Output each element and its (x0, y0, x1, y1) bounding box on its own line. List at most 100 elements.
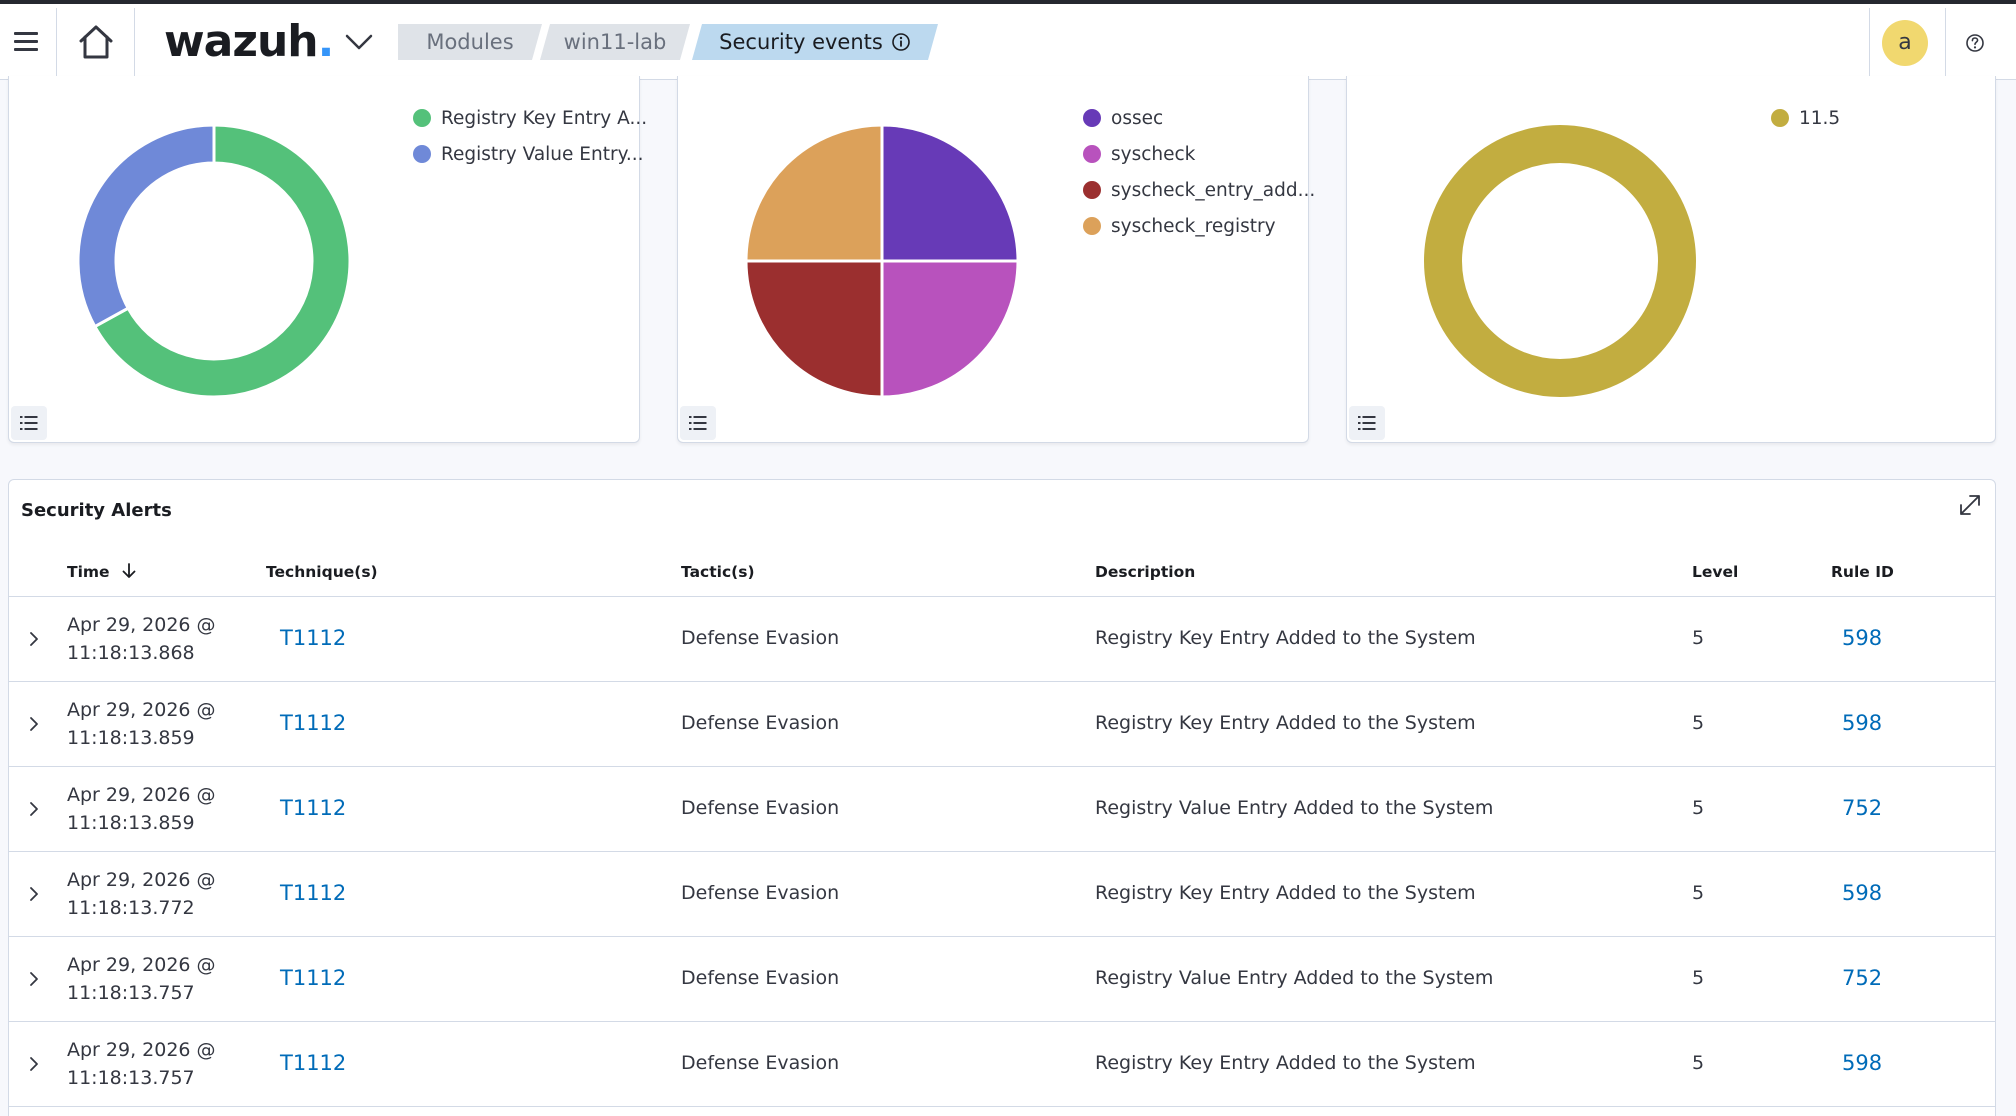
chart-legend: ossec syscheck syscheck_entry_add... sys… (1083, 100, 1315, 244)
cell-description: Registry Key Entry Added to the System (1095, 1052, 1476, 1074)
breadcrumb-security-events[interactable]: Security events (692, 24, 938, 60)
legend-item[interactable]: syscheck_registry (1083, 208, 1315, 244)
time-date: Apr 29, 2026 @ (67, 614, 216, 636)
menu-icon[interactable] (10, 26, 42, 56)
cell-tactic: Defense Evasion (681, 882, 840, 904)
header-divider (1869, 8, 1870, 76)
technique-link[interactable]: T1112 (280, 881, 347, 905)
cell-description: Registry Value Entry Added to the System (1095, 967, 1494, 989)
cell-level: 5 (1692, 797, 1705, 819)
technique-link[interactable]: T1112 (280, 966, 347, 990)
legend-dot (1771, 109, 1789, 127)
legend-label: ossec (1111, 107, 1164, 129)
legend-item[interactable]: ossec (1083, 100, 1315, 136)
rule-id-link[interactable]: 598 (1842, 626, 1883, 650)
column-header-level[interactable]: Level (1692, 563, 1739, 581)
column-header-time[interactable]: Time (67, 561, 138, 583)
cell-time: Apr 29, 2026 @ 11:18:13.757 (67, 1036, 237, 1092)
chart-slice[interactable] (76, 123, 216, 329)
technique-link[interactable]: T1112 (280, 711, 347, 735)
chart-slice[interactable] (1424, 125, 1696, 397)
cell-level: 5 (1692, 967, 1705, 989)
breadcrumb-label: Modules (426, 30, 514, 54)
chevron-right-icon[interactable] (25, 799, 43, 819)
cell-description: Registry Value Entry Added to the System (1095, 797, 1494, 819)
column-header-rule-id[interactable]: Rule ID (1831, 563, 1894, 581)
panel-title: Security Alerts (21, 500, 172, 521)
security-alerts-panel: Security Alerts Time Technique(s) Tactic… (8, 479, 1996, 1116)
breadcrumb-modules[interactable]: Modules (398, 24, 542, 60)
breadcrumb-agent[interactable]: win11-lab (540, 24, 690, 60)
time-clock: 11:18:13.772 (67, 897, 195, 919)
time-clock: 11:18:13.757 (67, 982, 195, 1004)
help-icon[interactable] (1964, 32, 1986, 54)
chart-slice[interactable] (744, 123, 884, 263)
expand-icon[interactable] (1957, 492, 1983, 518)
legend-item[interactable]: 11.5 (1771, 100, 1840, 136)
legend-item[interactable]: Registry Key Entry A... (413, 100, 647, 136)
logo-dot: . (317, 16, 335, 67)
chevron-down-icon[interactable] (343, 30, 375, 54)
rule-id-link[interactable]: 598 (1842, 711, 1883, 735)
column-header-tactic[interactable]: Tactic(s) (681, 563, 755, 581)
wazuh-logo[interactable]: wazuh. (164, 16, 335, 67)
column-header-technique[interactable]: Technique(s) (266, 563, 378, 581)
rule-id-link[interactable]: 598 (1842, 1051, 1883, 1075)
legend-label: Registry Key Entry A... (441, 107, 648, 129)
donut-chart (1424, 125, 1696, 397)
legend-toggle-button[interactable] (11, 406, 47, 440)
legend-toggle-button[interactable] (1349, 406, 1385, 440)
technique-link[interactable]: T1112 (280, 796, 347, 820)
legend-label: syscheck_registry (1111, 215, 1276, 237)
legend-item[interactable]: Registry Value Entry... (413, 136, 647, 172)
table-row: Apr 29, 2026 @ 11:18:13.757 T1112 Defense… (9, 937, 1995, 1022)
column-label: Time (67, 563, 110, 581)
info-icon[interactable] (891, 32, 911, 52)
rule-id-link[interactable]: 752 (1842, 796, 1883, 820)
home-icon[interactable] (76, 22, 116, 62)
cell-tactic: Defense Evasion (681, 627, 840, 649)
legend-label: syscheck (1111, 143, 1196, 165)
chart-slice[interactable] (744, 259, 884, 399)
list-icon (1358, 416, 1376, 430)
logo-text: wazuh (164, 16, 319, 67)
header-divider (56, 8, 57, 76)
legend-dot (1083, 109, 1101, 127)
chevron-right-icon[interactable] (25, 714, 43, 734)
time-date: Apr 29, 2026 @ (67, 869, 216, 891)
header-divider (134, 8, 135, 76)
chart-legend: Registry Key Entry A... Registry Value E… (413, 100, 647, 172)
chevron-right-icon[interactable] (25, 1054, 43, 1074)
rule-id-link[interactable]: 752 (1842, 966, 1883, 990)
chart-slice[interactable] (92, 123, 352, 399)
sort-descending-icon[interactable] (120, 562, 138, 580)
chevron-right-icon[interactable] (25, 629, 43, 649)
rule-id-link[interactable]: 598 (1842, 881, 1883, 905)
time-clock: 11:18:13.859 (67, 812, 195, 834)
legend-item[interactable]: syscheck (1083, 136, 1315, 172)
cell-description: Registry Key Entry Added to the System (1095, 627, 1476, 649)
legend-dot (413, 109, 431, 127)
legend-dot (413, 145, 431, 163)
chart-panel-os-version: 11.5 (1346, 76, 1996, 443)
cell-tactic: Defense Evasion (681, 712, 840, 734)
chart-slice[interactable] (880, 123, 1020, 263)
legend-item[interactable]: syscheck_entry_add... (1083, 172, 1315, 208)
donut-chart (76, 123, 352, 399)
chart-panel-rule-description: Registry Key Entry A... Registry Value E… (8, 76, 647, 443)
chevron-right-icon[interactable] (25, 884, 43, 904)
legend-dot (1083, 145, 1101, 163)
pie-chart (744, 123, 1020, 399)
avatar[interactable]: a (1882, 20, 1928, 66)
legend-toggle-button[interactable] (680, 406, 716, 440)
cell-tactic: Defense Evasion (681, 797, 840, 819)
chevron-right-icon[interactable] (25, 969, 43, 989)
technique-link[interactable]: T1112 (280, 626, 347, 650)
column-header-description[interactable]: Description (1095, 563, 1196, 581)
cell-description: Registry Key Entry Added to the System (1095, 712, 1476, 734)
chart-slice[interactable] (880, 259, 1020, 399)
technique-link[interactable]: T1112 (280, 1051, 347, 1075)
table-row: Apr 29, 2026 @ 11:18:13.868 T1112 Defense… (9, 597, 1995, 682)
cell-tactic: Defense Evasion (681, 967, 840, 989)
cell-level: 5 (1692, 712, 1705, 734)
